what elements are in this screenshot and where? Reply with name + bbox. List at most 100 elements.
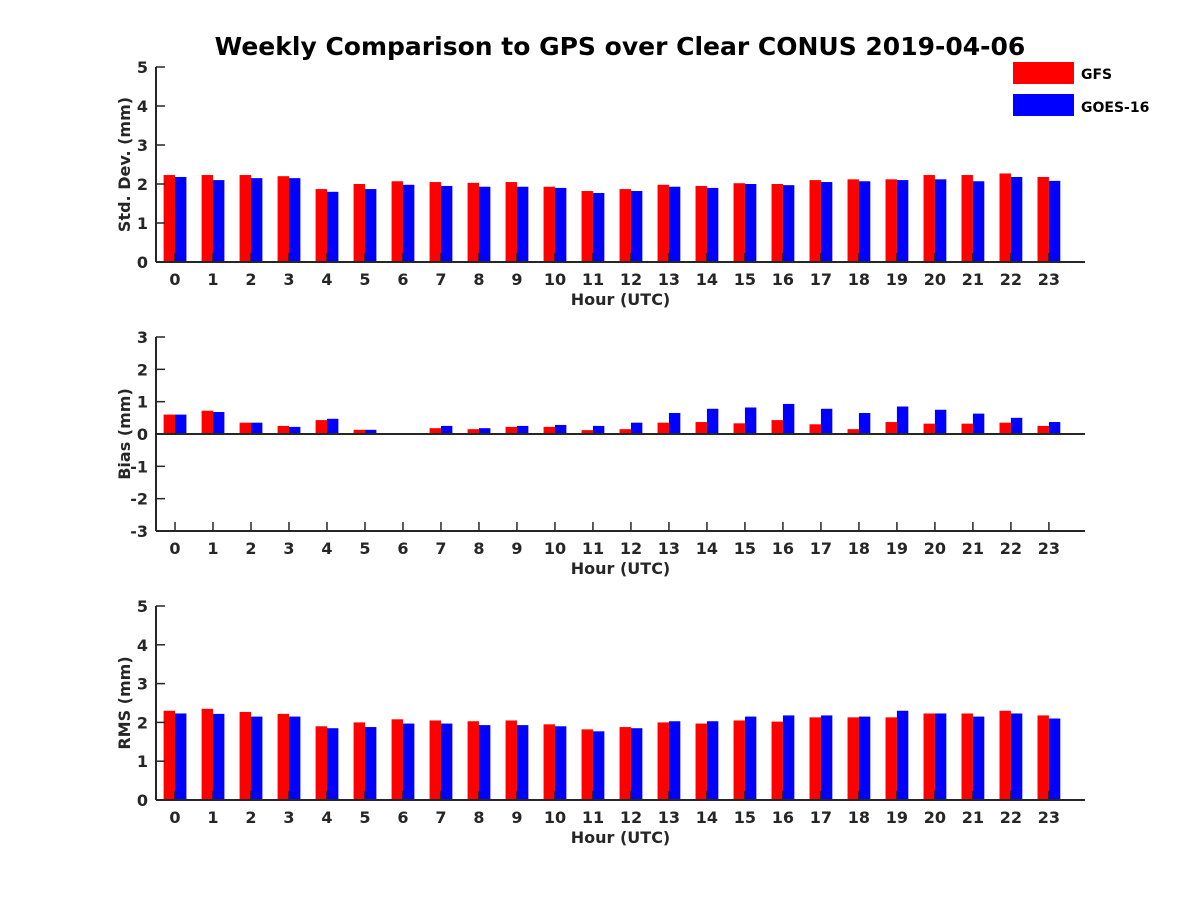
x-tick-label-std-dev: 12 xyxy=(620,270,642,289)
bar-rms-gfs-h11 xyxy=(581,729,593,800)
x-tick-label-rms: 23 xyxy=(1038,808,1060,827)
y-tick-label-rms: 5 xyxy=(137,597,148,616)
x-tick-label-bias: 16 xyxy=(772,539,794,558)
x-tick-label-bias: 12 xyxy=(620,539,642,558)
bar-std-dev-gfs-h2 xyxy=(239,175,251,262)
x-tick-label-bias: 5 xyxy=(359,539,370,558)
y-tick-label-bias: 3 xyxy=(137,328,148,347)
x-tick-label-rms: 1 xyxy=(207,808,218,827)
bar-bias-goes16-h4 xyxy=(326,418,339,434)
x-tick-label-std-dev: 11 xyxy=(582,270,604,289)
bar-bias-gfs-h9 xyxy=(505,426,517,434)
x-tick-label-rms: 10 xyxy=(544,808,566,827)
x-tick-label-bias: 14 xyxy=(696,539,718,558)
x-axis-label-rms: Hour (UTC) xyxy=(571,828,671,847)
bar-rms-gfs-h15 xyxy=(733,720,745,800)
x-tick-label-std-dev: 7 xyxy=(435,270,446,289)
bar-bias-gfs-h2 xyxy=(239,422,251,434)
bar-rms-goes16-h9 xyxy=(516,725,529,800)
bar-std-dev-goes16-h4 xyxy=(326,191,339,262)
x-tick-label-bias: 1 xyxy=(207,539,218,558)
bar-rms-gfs-h8 xyxy=(467,721,479,800)
y-axis-label-bias: Bias (mm) xyxy=(115,388,134,480)
bar-std-dev-gfs-h14 xyxy=(695,185,707,262)
bar-bias-gfs-h4 xyxy=(315,420,327,434)
x-tick-label-rms: 20 xyxy=(924,808,946,827)
bar-bias-goes16-h23 xyxy=(1048,422,1061,434)
x-tick-label-rms: 6 xyxy=(397,808,408,827)
bar-bias-goes16-h18 xyxy=(858,412,871,434)
bar-bias-goes16-h1 xyxy=(212,412,225,434)
y-tick-label-bias: 1 xyxy=(137,393,148,412)
legend-label-goes16: GOES-16 xyxy=(1081,100,1149,116)
y-axis-label-std-dev: Std. Dev. (mm) xyxy=(115,97,134,232)
bar-rms-goes16-h16 xyxy=(782,715,795,800)
bar-bias-goes16-h22 xyxy=(1010,417,1023,434)
bar-bias-gfs-h7 xyxy=(429,428,441,434)
bar-bias-gfs-h20 xyxy=(923,423,935,434)
x-tick-label-bias: 15 xyxy=(734,539,756,558)
bar-bias-gfs-h12 xyxy=(619,429,631,434)
bar-rms-gfs-h3 xyxy=(277,713,289,800)
bar-bias-gfs-h10 xyxy=(543,426,555,434)
bar-rms-gfs-h10 xyxy=(543,724,555,800)
bar-bias-goes16-h16 xyxy=(782,403,795,434)
bar-std-dev-goes16-h9 xyxy=(516,186,529,262)
bar-rms-gfs-h12 xyxy=(619,727,631,800)
bar-bias-gfs-h22 xyxy=(999,422,1011,434)
x-tick-label-bias: 10 xyxy=(544,539,566,558)
x-tick-label-bias: 22 xyxy=(1000,539,1022,558)
bar-rms-gfs-h9 xyxy=(505,720,517,800)
x-tick-label-std-dev: 4 xyxy=(321,270,332,289)
x-tick-label-bias: 19 xyxy=(886,539,908,558)
bar-bias-goes16-h12 xyxy=(630,422,643,434)
bar-std-dev-goes16-h20 xyxy=(934,179,947,262)
bar-std-dev-goes16-h11 xyxy=(592,192,605,262)
bar-rms-goes16-h10 xyxy=(554,726,567,800)
bar-rms-gfs-h20 xyxy=(923,713,935,800)
bar-std-dev-gfs-h17 xyxy=(809,180,821,262)
bar-std-dev-goes16-h12 xyxy=(630,191,643,262)
x-tick-label-std-dev: 2 xyxy=(245,270,256,289)
bar-rms-goes16-h17 xyxy=(820,715,833,800)
y-tick-label-rms: 0 xyxy=(137,791,148,810)
bar-std-dev-gfs-h23 xyxy=(1037,176,1049,262)
x-tick-label-bias: 18 xyxy=(848,539,870,558)
legend-label-gfs: GFS xyxy=(1081,67,1112,83)
bar-bias-goes16-h10 xyxy=(554,424,567,434)
bar-std-dev-gfs-h4 xyxy=(315,189,327,262)
bar-bias-gfs-h16 xyxy=(771,420,783,434)
bar-rms-goes16-h8 xyxy=(478,725,491,800)
bar-std-dev-goes16-h21 xyxy=(972,181,985,262)
bar-std-dev-gfs-h22 xyxy=(999,173,1011,262)
x-tick-label-std-dev: 16 xyxy=(772,270,794,289)
legend-swatch-gfs xyxy=(1013,62,1074,84)
x-tick-label-rms: 16 xyxy=(772,808,794,827)
bar-std-dev-goes16-h14 xyxy=(706,187,719,262)
bar-std-dev-goes16-h6 xyxy=(402,184,415,262)
bar-std-dev-goes16-h10 xyxy=(554,187,567,262)
bar-std-dev-goes16-h18 xyxy=(858,181,871,262)
bar-std-dev-gfs-h0 xyxy=(163,175,175,262)
x-tick-label-bias: 4 xyxy=(321,539,332,558)
bar-bias-gfs-h11 xyxy=(581,430,593,434)
bar-bias-goes16-h8 xyxy=(478,428,491,434)
y-tick-label-bias: -3 xyxy=(130,522,148,541)
x-tick-label-bias: 9 xyxy=(511,539,522,558)
x-tick-label-rms: 14 xyxy=(696,808,718,827)
x-tick-label-std-dev: 14 xyxy=(696,270,718,289)
x-tick-label-rms: 11 xyxy=(582,808,604,827)
x-tick-label-rms: 22 xyxy=(1000,808,1022,827)
x-tick-label-rms: 21 xyxy=(962,808,984,827)
bar-rms-gfs-h14 xyxy=(695,723,707,800)
x-tick-label-std-dev: 3 xyxy=(283,270,294,289)
bar-std-dev-goes16-h22 xyxy=(1010,176,1023,262)
bar-rms-gfs-h1 xyxy=(201,708,213,800)
bar-rms-gfs-h7 xyxy=(429,720,441,800)
bar-bias-goes16-h0 xyxy=(175,414,187,434)
x-tick-label-rms: 8 xyxy=(473,808,484,827)
bar-rms-gfs-h21 xyxy=(961,713,973,800)
